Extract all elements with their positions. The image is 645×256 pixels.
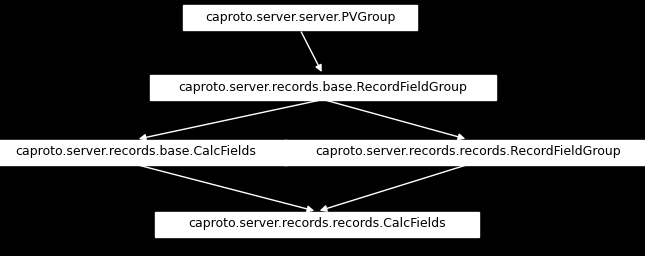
Text: caproto.server.server.PVGroup: caproto.server.server.PVGroup	[205, 10, 395, 24]
Bar	[183, 5, 417, 29]
Bar	[155, 211, 479, 237]
Text: caproto.server.records.base.CalcFields: caproto.server.records.base.CalcFields	[15, 145, 257, 158]
Text: caproto.server.records.records.RecordFieldGroup: caproto.server.records.records.RecordFie…	[315, 145, 620, 158]
Bar	[150, 74, 496, 100]
Text: caproto.server.records.base.RecordFieldGroup: caproto.server.records.base.RecordFieldG…	[179, 80, 468, 93]
Bar	[284, 140, 645, 165]
Text: caproto.server.records.records.CalcFields: caproto.server.records.records.CalcField…	[188, 218, 446, 230]
Bar	[0, 140, 286, 165]
